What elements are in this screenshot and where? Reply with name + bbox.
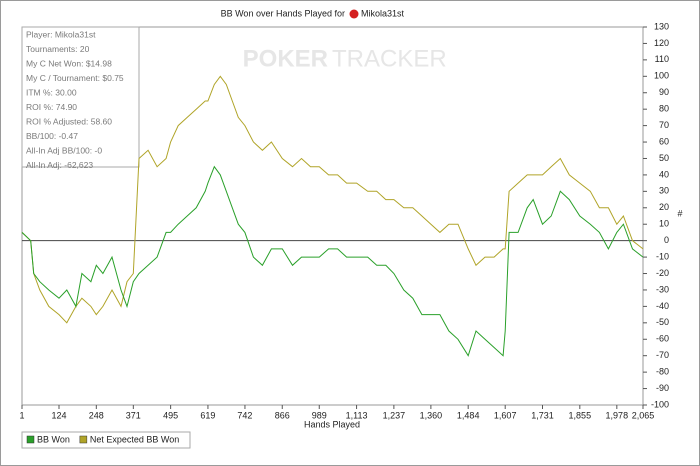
y-tick-label: -50	[656, 317, 669, 327]
x-tick-label: 495	[163, 410, 178, 420]
stat-line: Tournaments: 20	[26, 44, 90, 54]
series-line	[21, 165, 644, 357]
series-line	[21, 75, 644, 324]
y-tick-label: 130	[654, 21, 669, 31]
y-tick-label: -90	[656, 383, 669, 393]
x-tick-label: 248	[89, 410, 104, 420]
legend-swatch	[79, 435, 88, 444]
chart-title: BB Won over Hands Played for	[221, 8, 345, 18]
y-tick-label: 110	[655, 54, 669, 64]
y-tick-label: -60	[656, 334, 669, 344]
y-tick-label: -10	[656, 251, 669, 261]
stat-line: My C / Tournament: $0.75	[26, 73, 124, 83]
stat-line: ROI %: 74.90	[26, 102, 77, 112]
y-tick-label: -80	[656, 367, 669, 377]
stat-line: All-In Adj: -62,623	[26, 160, 93, 170]
x-tick-label: 1	[19, 410, 24, 420]
x-tick-label: 1,731	[531, 410, 554, 420]
x-tick-label: 1,607	[494, 410, 517, 420]
y-tick-label: -70	[656, 350, 669, 360]
watermark: TRACKER	[332, 45, 447, 72]
legend-swatch	[26, 435, 35, 444]
stat-line: ROI % Adjusted: 58.60	[26, 116, 112, 126]
stat-line: All-In Adj BB/100: -0	[26, 145, 102, 155]
player-name: Mikola31st	[361, 8, 405, 18]
x-tick-label: 1,978	[606, 410, 629, 420]
player-icon	[349, 9, 359, 19]
watermark: POKER	[243, 45, 328, 72]
x-tick-label: 1,484	[457, 410, 480, 420]
stat-line: BB/100: -0.47	[26, 131, 78, 141]
stat-line: My C Net Won: $14.98	[26, 58, 112, 68]
stat-line: Player: Mikola31st	[26, 29, 96, 39]
x-tick-label: 1,360	[420, 410, 443, 420]
stat-line: ITM %: 30.00	[26, 87, 77, 97]
y-tick-label: 80	[659, 104, 669, 114]
y-tick-label: 70	[659, 120, 669, 130]
y-tick-label: 0	[664, 235, 669, 245]
y-tick-label: 30	[659, 186, 669, 196]
x-tick-label: 619	[200, 410, 215, 420]
x-tick-label: 742	[237, 410, 252, 420]
x-tick-label: 1,113	[346, 410, 368, 420]
x-tick-label: 989	[312, 410, 327, 420]
x-tick-label: 124	[51, 410, 66, 420]
y-tick-label: -100	[651, 399, 669, 409]
y-tick-label: -30	[656, 284, 669, 294]
y-tick-label: 60	[659, 136, 669, 146]
y-tick-label: 10	[659, 219, 669, 229]
stats-box	[21, 26, 140, 168]
legend-label: Net Expected BB Won	[90, 434, 179, 444]
y-tick-label: 40	[659, 169, 669, 179]
y-tick-label: 20	[659, 202, 669, 212]
x-tick-label: 371	[126, 410, 141, 420]
x-tick-label: 2,065	[632, 410, 655, 420]
legend-label: BB Won	[37, 434, 70, 444]
x-tick-label: 866	[275, 410, 290, 420]
x-tick-label: 1,237	[383, 410, 406, 420]
y-axis-label: #	[677, 208, 682, 218]
y-tick-label: 50	[659, 153, 669, 163]
y-tick-label: 90	[659, 87, 669, 97]
x-tick-label: 1,855	[569, 410, 592, 420]
x-axis-label: Hands Played	[304, 419, 360, 429]
legend	[21, 431, 191, 449]
y-tick-label: -40	[656, 301, 669, 311]
y-tick-label: 100	[654, 71, 669, 81]
y-tick-label: 120	[654, 38, 669, 48]
y-tick-label: -20	[656, 268, 669, 278]
